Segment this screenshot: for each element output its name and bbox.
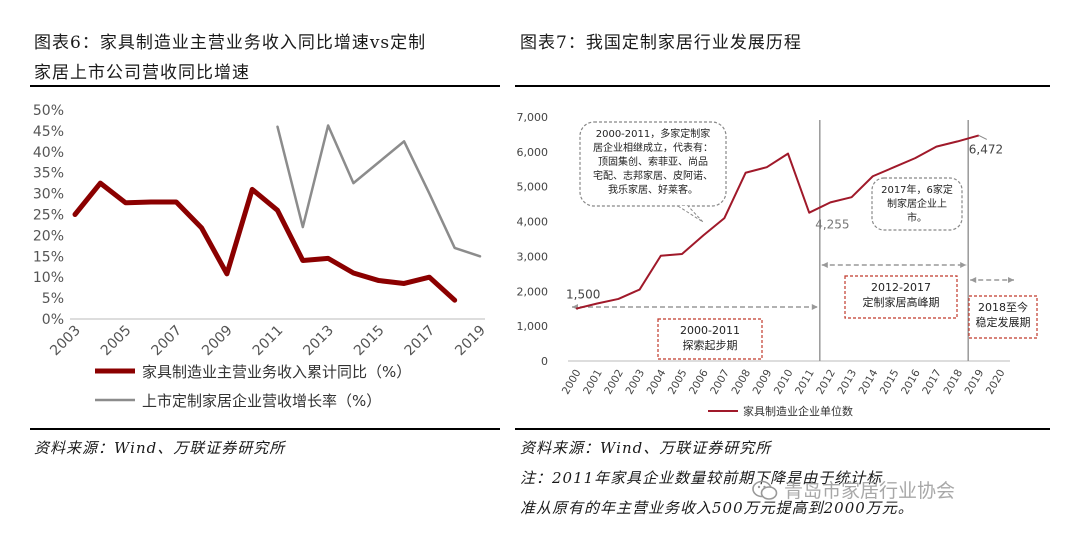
x-tick-label: 2005 bbox=[666, 368, 690, 397]
y-tick-label: 30% bbox=[33, 187, 64, 203]
callout-2000-2011-companies-text: 我乐家居、好莱客。 bbox=[608, 183, 698, 196]
y-tick-label: 40% bbox=[33, 145, 64, 161]
series-line-furniture-revenue bbox=[72, 180, 458, 303]
period-arrow-peak-head-left bbox=[821, 262, 828, 268]
x-tick-label: 2007 bbox=[708, 368, 732, 397]
x-tick-label: 2003 bbox=[623, 368, 647, 397]
callout-2017-listing bbox=[871, 177, 963, 231]
x-tick-label: 2009 bbox=[199, 323, 236, 360]
y-tick-label: 15% bbox=[33, 249, 64, 265]
period-label-stable-text: 稳定发展期 bbox=[976, 315, 1031, 329]
period-label-exploration-text: 2000-2011 bbox=[680, 324, 740, 337]
right-line-chart: 0 1,000 2,000 3,000 4,000 5,000 6,000 7,000 2000… bbox=[517, 111, 1038, 418]
x-tick-label: 2009 bbox=[751, 368, 775, 397]
x-tick-label: 2000 bbox=[560, 368, 584, 397]
x-tick-label: 2004 bbox=[645, 367, 669, 396]
period-arrow-stable-head-right bbox=[1008, 277, 1014, 283]
wechat-icon bbox=[752, 480, 778, 500]
callout-2017-listing-text: 制家居企业上 bbox=[887, 197, 947, 210]
x-tick-label: 2014 bbox=[857, 367, 881, 396]
y-tick-label: 25% bbox=[33, 208, 64, 224]
x-tick-label: 2011 bbox=[793, 368, 817, 397]
callout-2017-listing-text: 2017年，6家定 bbox=[881, 183, 953, 196]
y-tick-label: 7,000 bbox=[517, 111, 549, 124]
x-tick-label: 2010 bbox=[772, 368, 796, 397]
right-title-rule bbox=[515, 85, 1050, 87]
period-label-exploration-text: 探索起步期 bbox=[683, 338, 738, 352]
callout-2017-listing-text: 市。 bbox=[907, 211, 927, 224]
callout-2000-2011-companies-text: 居企业相继成立，代表有： bbox=[593, 141, 713, 154]
period-label-peak-text: 定制家居高峰期 bbox=[863, 295, 940, 309]
x-tick-label: 2012 bbox=[814, 368, 838, 397]
y-tick-label: 20% bbox=[33, 228, 64, 244]
point-label-2000: 1,500 bbox=[566, 288, 600, 302]
y-tick-label: 45% bbox=[33, 124, 64, 140]
y-tick-label: 0% bbox=[42, 312, 64, 328]
period-arrow-peak-head-right bbox=[960, 262, 967, 268]
x-tick-label: 2013 bbox=[835, 368, 859, 397]
x-tick-label: 2006 bbox=[687, 367, 711, 396]
y-tick-label: 3,000 bbox=[517, 250, 549, 263]
right-footnote-line1: 注：2011年家具企业数量较前期下降是由于统计标 bbox=[520, 469, 883, 487]
x-tick-label: 2017 bbox=[920, 368, 944, 397]
point-label-2011: 4,255 bbox=[815, 218, 849, 232]
y-tick-label: 6,000 bbox=[517, 146, 549, 159]
left-chart-title-line2: 家居上市公司营收同比增速 bbox=[34, 63, 250, 83]
y-tick-label: 5% bbox=[42, 291, 64, 307]
x-tick-label: 2007 bbox=[149, 323, 186, 360]
x-tick-label: 2015 bbox=[878, 368, 902, 397]
right-footnote-line2: 准从原有的年主营业务收入500万元提高到2000万元。 bbox=[520, 499, 914, 517]
y-tick-label: 50% bbox=[33, 103, 64, 119]
series-line-enterprise-count bbox=[575, 134, 980, 310]
point-label-2019: 6,472 bbox=[969, 142, 1003, 156]
x-tick-label: 2016 bbox=[899, 367, 923, 396]
left-line-chart: 0%5%10%15%20%25%30%35%40%45%50%2003 2005 2… bbox=[33, 103, 489, 410]
period-label-peak bbox=[844, 275, 958, 319]
x-tick-label: 2002 bbox=[602, 368, 626, 397]
callout-2000-2011-companies bbox=[579, 121, 727, 207]
legend-label: 家具制造业主营业务收入累计同比（%） bbox=[142, 363, 411, 381]
y-tick-label: 5,000 bbox=[517, 181, 549, 194]
left-bottom-rule bbox=[30, 428, 500, 430]
x-tick-label: 2019 bbox=[452, 323, 489, 360]
callout-2000-2011-companies-text: 宅配、志邦家居、皮阿诺、 bbox=[593, 169, 713, 182]
watermark: 青岛市家居行业协会 bbox=[752, 476, 955, 503]
right-bottom-rule bbox=[515, 428, 1050, 430]
x-tick-label: 2015 bbox=[351, 323, 388, 360]
x-tick-label: 2020 bbox=[984, 368, 1008, 397]
y-tick-label: 0 bbox=[541, 355, 548, 368]
y-tick-label: 2,000 bbox=[517, 285, 549, 298]
legend-label: 上市定制家居企业营收增长率（%） bbox=[142, 392, 381, 410]
y-tick-label: 1,000 bbox=[517, 320, 549, 333]
callout-pointer-1 bbox=[677, 205, 704, 223]
y-tick-label: 10% bbox=[33, 270, 64, 286]
period-label-peak-text: 2012-2017 bbox=[871, 281, 931, 294]
right-chart-title: 图表7：我国定制家居行业发展历程 bbox=[520, 33, 802, 53]
y-tick-label: 4,000 bbox=[517, 216, 549, 229]
x-tick-label: 2018 bbox=[941, 368, 965, 397]
watermark-text: 青岛市家居行业协会 bbox=[784, 480, 956, 502]
left-chart-title-line1: 图表6：家具制造业主营业务收入同比增速vs定制 bbox=[34, 33, 427, 53]
period-label-stable-text: 2018至今 bbox=[978, 300, 1028, 314]
series-line-listed-companies bbox=[276, 124, 482, 258]
period-label-stable bbox=[968, 295, 1038, 339]
x-tick-label: 2008 bbox=[729, 368, 753, 397]
x-tick-label: 2005 bbox=[98, 323, 135, 360]
legend-label: 家具制造业企业单位数 bbox=[743, 404, 853, 418]
y-tick-label: 35% bbox=[33, 166, 64, 182]
left-title-rule bbox=[30, 85, 500, 87]
point-label-leader bbox=[978, 134, 988, 140]
x-tick-label: 2001 bbox=[581, 368, 605, 397]
right-source-note: 资料来源：Wind、万联证券研究所 bbox=[520, 439, 772, 457]
left-source-note: 资料来源：Wind、万联证券研究所 bbox=[34, 439, 286, 457]
period-arrow-stable-head-left bbox=[970, 277, 977, 283]
period-arrow-exploration-head-right bbox=[811, 304, 818, 310]
x-tick-label: 2011 bbox=[250, 323, 287, 360]
x-tick-label: 2017 bbox=[402, 323, 439, 360]
callout-2000-2011-companies-text: 2000-2011，多家定制家 bbox=[596, 127, 711, 140]
callout-2000-2011-companies-text: 顶固集创、索菲亚、尚品 bbox=[598, 155, 708, 168]
period-label-exploration bbox=[657, 318, 763, 360]
x-tick-label: 2013 bbox=[300, 323, 337, 360]
x-tick-label: 2019 bbox=[963, 368, 987, 397]
